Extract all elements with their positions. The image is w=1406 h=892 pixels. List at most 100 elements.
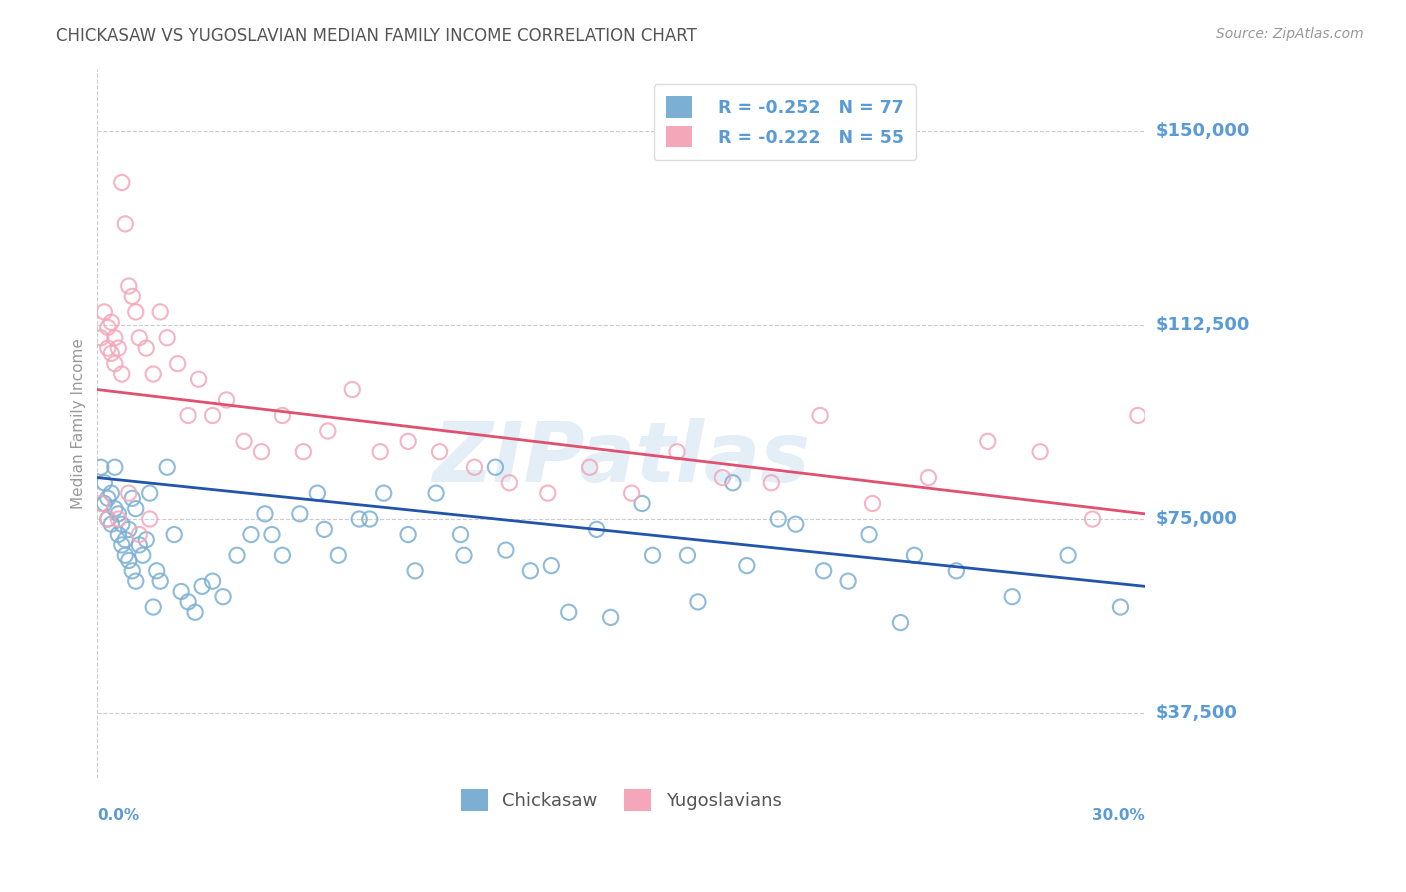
Point xyxy=(425,486,447,500)
Point xyxy=(125,501,148,516)
Point xyxy=(314,522,336,536)
Point xyxy=(1029,444,1052,458)
Point xyxy=(111,367,134,381)
Point xyxy=(212,590,235,604)
Point xyxy=(917,470,939,484)
Text: $37,500: $37,500 xyxy=(1156,704,1237,723)
Point xyxy=(100,315,122,329)
Point xyxy=(90,460,112,475)
Point xyxy=(292,444,315,458)
Point xyxy=(226,548,249,562)
Point xyxy=(138,512,160,526)
Point xyxy=(368,444,391,458)
Point xyxy=(100,346,122,360)
Point xyxy=(1126,409,1149,423)
Point xyxy=(785,517,807,532)
Point xyxy=(558,605,581,619)
Point xyxy=(177,595,200,609)
Point xyxy=(107,512,129,526)
Point xyxy=(813,564,835,578)
Point xyxy=(537,486,560,500)
Point xyxy=(97,491,120,506)
Point xyxy=(721,475,744,490)
Point xyxy=(429,444,451,458)
Point xyxy=(349,512,371,526)
Point xyxy=(97,320,120,334)
Point xyxy=(271,409,294,423)
Point xyxy=(104,331,127,345)
Point xyxy=(858,527,880,541)
Point xyxy=(114,548,136,562)
Text: $150,000: $150,000 xyxy=(1156,121,1250,140)
Point xyxy=(903,548,925,562)
Point xyxy=(837,574,859,589)
Point xyxy=(118,279,141,293)
Point xyxy=(118,522,141,536)
Point xyxy=(90,496,112,510)
Point xyxy=(808,409,831,423)
Point xyxy=(93,305,115,319)
Point xyxy=(735,558,758,573)
Text: ZIPatlas: ZIPatlas xyxy=(432,418,810,500)
Point xyxy=(540,558,562,573)
Point xyxy=(215,392,238,407)
Point xyxy=(495,543,517,558)
Legend: Chickasaw, Yugoslavians: Chickasaw, Yugoslavians xyxy=(453,782,789,819)
Text: 0.0%: 0.0% xyxy=(97,808,139,823)
Point xyxy=(373,486,395,500)
Point xyxy=(768,512,790,526)
Point xyxy=(145,564,167,578)
Point xyxy=(132,548,155,562)
Point xyxy=(156,331,179,345)
Point xyxy=(1109,600,1132,615)
Point xyxy=(359,512,381,526)
Point xyxy=(107,507,129,521)
Point xyxy=(128,538,150,552)
Text: Source: ZipAtlas.com: Source: ZipAtlas.com xyxy=(1216,27,1364,41)
Point xyxy=(288,507,311,521)
Point xyxy=(111,538,134,552)
Point xyxy=(253,507,276,521)
Point xyxy=(686,595,709,609)
Point xyxy=(240,527,263,541)
Text: $75,000: $75,000 xyxy=(1156,510,1237,528)
Point xyxy=(163,527,186,541)
Point xyxy=(170,584,193,599)
Point xyxy=(977,434,1000,449)
Point xyxy=(90,331,112,345)
Point xyxy=(97,512,120,526)
Point xyxy=(307,486,329,500)
Point xyxy=(111,517,134,532)
Point xyxy=(585,522,607,536)
Point xyxy=(676,548,699,562)
Point xyxy=(118,486,141,500)
Text: CHICKASAW VS YUGOSLAVIAN MEDIAN FAMILY INCOME CORRELATION CHART: CHICKASAW VS YUGOSLAVIAN MEDIAN FAMILY I… xyxy=(56,27,697,45)
Point xyxy=(107,341,129,355)
Point xyxy=(149,574,172,589)
Point xyxy=(121,289,143,303)
Point xyxy=(761,475,783,490)
Point xyxy=(233,434,256,449)
Point xyxy=(97,512,120,526)
Point xyxy=(104,357,127,371)
Point xyxy=(453,548,475,562)
Point xyxy=(260,527,283,541)
Point xyxy=(201,574,224,589)
Point xyxy=(100,517,122,532)
Point xyxy=(128,331,150,345)
Point xyxy=(135,341,157,355)
Point xyxy=(142,600,165,615)
Point xyxy=(184,605,207,619)
Point xyxy=(862,496,884,510)
Point xyxy=(125,305,148,319)
Point xyxy=(125,574,148,589)
Point xyxy=(498,475,520,490)
Point xyxy=(666,444,689,458)
Point xyxy=(450,527,472,541)
Point xyxy=(889,615,911,630)
Point xyxy=(93,475,115,490)
Text: $112,500: $112,500 xyxy=(1156,316,1250,334)
Point xyxy=(114,217,136,231)
Point xyxy=(104,460,127,475)
Point xyxy=(463,460,485,475)
